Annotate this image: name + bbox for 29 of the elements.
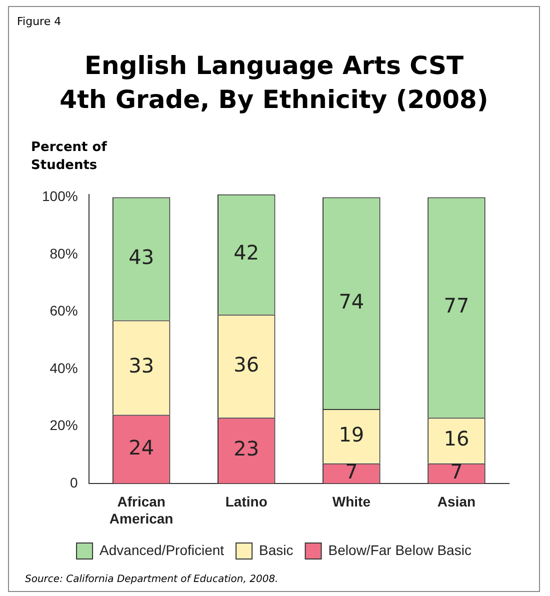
y-tick-label: 80% [50,245,78,262]
y-tick-label: 100% [42,188,78,204]
data-label: 19 [338,422,364,446]
x-tick-label: African American [109,494,174,526]
data-label: 77 [444,294,470,318]
data-label: 24 [128,435,154,460]
legend-label: Basic [259,542,294,558]
data-label: 36 [234,352,260,376]
y-tick-label: 60% [50,302,78,319]
data-label: 74 [338,289,364,314]
x-tick-label: Asian [437,494,476,510]
legend-label: Below/Far Below Basic [328,542,472,558]
y-axis-title: Percent of Students [31,139,107,175]
data-label: 43 [128,244,154,269]
chart-title: English Language Arts CST 4th Grade, By Ethnicity (2008) [58,50,490,116]
data-label: 7 [450,460,463,484]
caption: Figure 4 [17,15,62,28]
data-label: 16 [444,426,470,451]
data-label: 7 [345,460,358,484]
x-tick-label: Latino [225,494,268,510]
data-label: 23 [234,436,260,461]
y-tick-label: 0 [70,474,78,490]
x-tick-label: White [332,494,371,510]
data-label: 42 [234,240,260,265]
source-note: Source: California Department of Education, 2008. [25,574,278,585]
legend-label: Advanced/Proficient [100,542,224,558]
data-label: 33 [128,354,154,378]
y-tick-label: 20% [50,417,78,434]
y-tick-label: 40% [50,360,78,376]
